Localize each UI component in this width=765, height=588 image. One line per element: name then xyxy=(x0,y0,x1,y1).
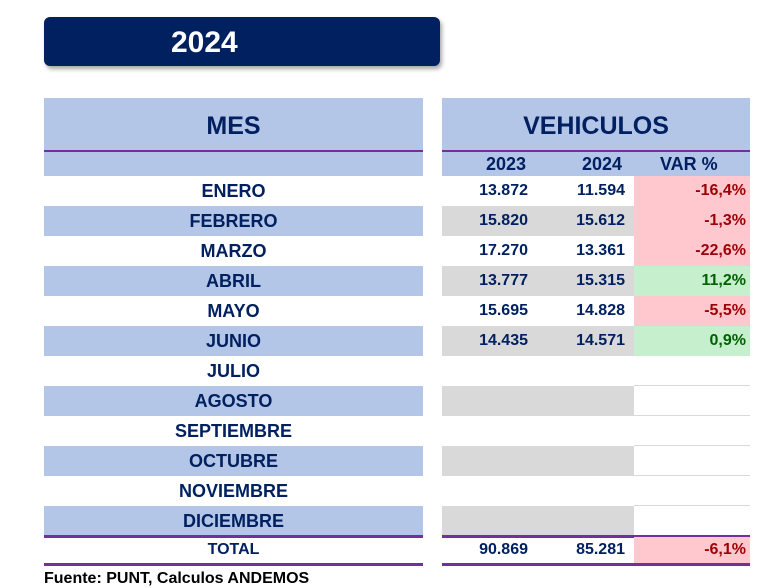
month-cell: JULIO xyxy=(206,361,260,381)
var-cell: -22,6% xyxy=(634,236,750,266)
value-2023: 17.270 xyxy=(479,242,528,259)
value-2023: 15.695 xyxy=(479,302,528,319)
value-2024: 14.571 xyxy=(576,332,625,349)
month-cell: AGOSTO xyxy=(44,386,423,416)
divider xyxy=(442,563,750,566)
table-row: 13.872 11.594 xyxy=(442,176,634,206)
var-cell xyxy=(634,446,750,476)
value-2024: 14.828 xyxy=(576,302,625,319)
table-row: 14.435 14.571 xyxy=(442,326,634,356)
value-2023: 13.872 xyxy=(479,182,528,199)
header-2023: 2023 xyxy=(486,154,527,174)
table-row xyxy=(442,446,634,476)
var-cell xyxy=(634,386,750,416)
vehiculos-header: VEHICULOS xyxy=(442,98,750,152)
month-cell: OCTUBRE xyxy=(44,446,423,476)
divider xyxy=(44,535,423,538)
month-cell: NOVIEMBRE xyxy=(178,481,288,501)
month-cell: SEPTIEMBRE xyxy=(174,421,293,441)
value-2024: 15.612 xyxy=(576,212,625,229)
value-2023: 15.820 xyxy=(479,212,528,229)
value-2024: 13.361 xyxy=(576,242,625,259)
month-cell: JUNIO xyxy=(44,326,423,356)
var-cell xyxy=(634,356,750,386)
year-title: 2024 xyxy=(44,17,440,66)
var-cell: -16,4% xyxy=(634,176,750,206)
month-cell: ABRIL xyxy=(44,266,423,296)
table-row xyxy=(442,356,634,386)
var-cell xyxy=(634,476,750,506)
table-row xyxy=(442,476,634,506)
var-cell: -1,3% xyxy=(634,206,750,236)
var-cell xyxy=(634,506,750,536)
var-cell xyxy=(634,416,750,446)
value-2024: 11.594 xyxy=(576,182,625,199)
var-cell: -5,5% xyxy=(634,296,750,326)
value-2024: 15.315 xyxy=(576,272,625,289)
month-cell: DICIEMBRE xyxy=(44,506,423,536)
header-2024: 2024 xyxy=(582,154,623,174)
header-var: VAR % xyxy=(660,154,718,174)
total-values: 90.869 85.281 xyxy=(442,537,634,563)
year-subheader: 2023 2024 VAR % xyxy=(442,152,750,176)
table-row: 15.695 14.828 xyxy=(442,296,634,326)
month-cell: ENERO xyxy=(201,181,266,201)
table-row: 13.777 15.315 xyxy=(442,266,634,296)
table-row: 15.820 15.612 xyxy=(442,206,634,236)
var-cell: 0,9% xyxy=(634,326,750,356)
divider xyxy=(44,563,423,566)
total-2024: 85.281 xyxy=(576,541,625,558)
value-2023: 14.435 xyxy=(479,332,528,349)
month-cell: MARZO xyxy=(200,241,267,261)
mes-header: MES xyxy=(44,98,423,152)
value-2023: 13.777 xyxy=(479,272,528,289)
month-cell: FEBRERO xyxy=(44,206,423,236)
table-row xyxy=(442,416,634,446)
divider xyxy=(442,535,750,538)
total-var: -6,1% xyxy=(634,537,750,563)
table-row xyxy=(442,386,634,416)
var-cell: 11,2% xyxy=(634,266,750,296)
total-label: TOTAL xyxy=(207,541,260,558)
source-note: Fuente: PUNT, Calculos ANDEMOS xyxy=(44,570,310,587)
table-row: 17.270 13.361 xyxy=(442,236,634,266)
month-cell: MAYO xyxy=(207,301,260,321)
mes-subheader xyxy=(44,152,423,176)
table-row xyxy=(442,506,634,536)
total-2023: 90.869 xyxy=(479,541,528,558)
